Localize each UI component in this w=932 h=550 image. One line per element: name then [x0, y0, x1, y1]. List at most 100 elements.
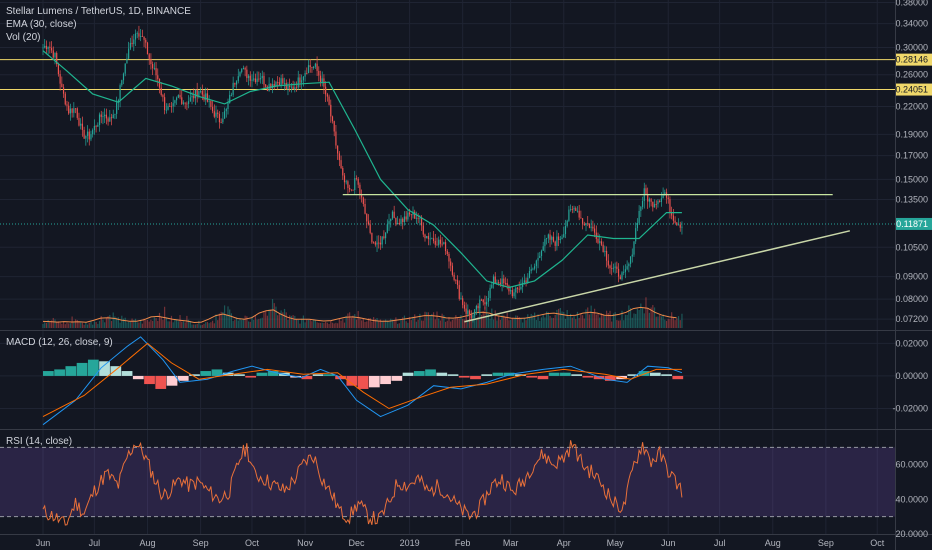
rsi-tick-label: 40.0000 — [895, 494, 928, 504]
candle-body — [86, 131, 89, 136]
volume-bar — [349, 312, 351, 328]
volume-bar — [266, 315, 269, 328]
macd-histogram-bar — [189, 374, 200, 376]
volume-bar — [213, 323, 215, 328]
volume-bar — [612, 313, 615, 328]
candle-body — [205, 93, 207, 100]
candle-body — [479, 299, 481, 309]
volume-bar — [235, 317, 238, 328]
candle-body — [140, 36, 142, 37]
candle-body — [227, 103, 229, 110]
candle-body — [184, 102, 186, 104]
volume-bar — [496, 320, 498, 328]
macd-pane[interactable] — [42, 336, 684, 426]
macd-histogram-bar — [110, 366, 122, 376]
candle-body — [170, 106, 173, 108]
price-pane[interactable] — [0, 25, 895, 328]
candle-body — [468, 310, 471, 314]
volume-bar — [239, 318, 241, 328]
candle-body — [83, 129, 85, 139]
candle-body — [559, 239, 561, 240]
rsi-pane[interactable] — [0, 440, 895, 526]
volume-bar — [547, 312, 549, 328]
volume-bar — [659, 314, 661, 328]
volume-bar — [648, 312, 651, 328]
volume-bar — [268, 309, 270, 328]
candle-body — [301, 80, 303, 83]
volume-bar — [378, 321, 380, 328]
candle-body — [304, 73, 306, 77]
candle-body — [251, 79, 253, 81]
candle-body — [237, 76, 239, 82]
x-tick-label: Jul — [89, 538, 101, 548]
candle-body — [496, 282, 498, 284]
candle-body — [491, 284, 493, 288]
x-tick-label: Nov — [297, 538, 314, 548]
volume-bar — [576, 311, 579, 328]
signal-line — [42, 342, 682, 418]
volume-bar — [222, 312, 224, 328]
volume-bar — [342, 319, 344, 328]
candle-body — [223, 111, 226, 119]
candle-body — [165, 109, 167, 111]
candle-body — [145, 39, 147, 43]
candle-body — [602, 244, 604, 253]
candle-body — [179, 95, 181, 98]
volume-bar — [619, 320, 621, 328]
volume-bar — [85, 322, 87, 328]
candle-body — [570, 209, 572, 211]
candle-body — [167, 106, 169, 110]
candle-body — [441, 243, 443, 245]
candle-body — [456, 280, 459, 286]
volume-bar — [532, 315, 534, 328]
candle-body — [655, 204, 657, 205]
volume-bar — [313, 319, 315, 328]
candle-body — [672, 215, 674, 221]
candle-body — [246, 69, 248, 79]
volume-bar — [385, 319, 387, 328]
volume-bar — [402, 317, 404, 328]
candle-body — [330, 104, 332, 117]
candle-body — [280, 78, 282, 86]
volume-bar — [462, 318, 464, 328]
candle-body — [580, 217, 582, 219]
volume-bar — [210, 322, 212, 328]
candle-body — [492, 276, 495, 285]
volume-bar — [621, 310, 623, 328]
candle-body — [352, 189, 354, 191]
volume-bar — [546, 311, 548, 328]
volume-bar — [367, 318, 370, 328]
trend-line — [464, 230, 850, 323]
candle-body — [621, 272, 623, 280]
volume-bar — [311, 321, 313, 328]
candle-body — [347, 181, 349, 188]
volume-bar — [323, 323, 325, 328]
candle-body — [417, 217, 419, 219]
volume-bar — [208, 323, 210, 328]
volume-bar — [590, 305, 592, 328]
volume-bar — [530, 313, 532, 328]
candle-body — [357, 178, 359, 185]
candle-body — [282, 78, 284, 84]
candle-body — [544, 238, 546, 247]
level-price-tag — [896, 53, 932, 66]
macd-histogram-bar — [638, 371, 650, 376]
candle-body — [552, 236, 555, 242]
macd-histogram-bar — [425, 369, 436, 376]
candle-body — [235, 81, 238, 85]
volume-bar — [431, 313, 433, 328]
candle-body — [624, 269, 627, 272]
volume-bar — [614, 312, 616, 328]
volume-bar — [458, 318, 460, 328]
candle-body — [100, 114, 102, 117]
candle-body — [450, 261, 452, 266]
volume-bar — [128, 321, 130, 328]
candle-body — [681, 226, 683, 228]
macd-histogram-bar — [649, 372, 661, 376]
candle-body — [121, 80, 123, 86]
candle-body — [266, 86, 269, 91]
candle-body — [434, 240, 436, 245]
candle-body — [635, 228, 637, 242]
